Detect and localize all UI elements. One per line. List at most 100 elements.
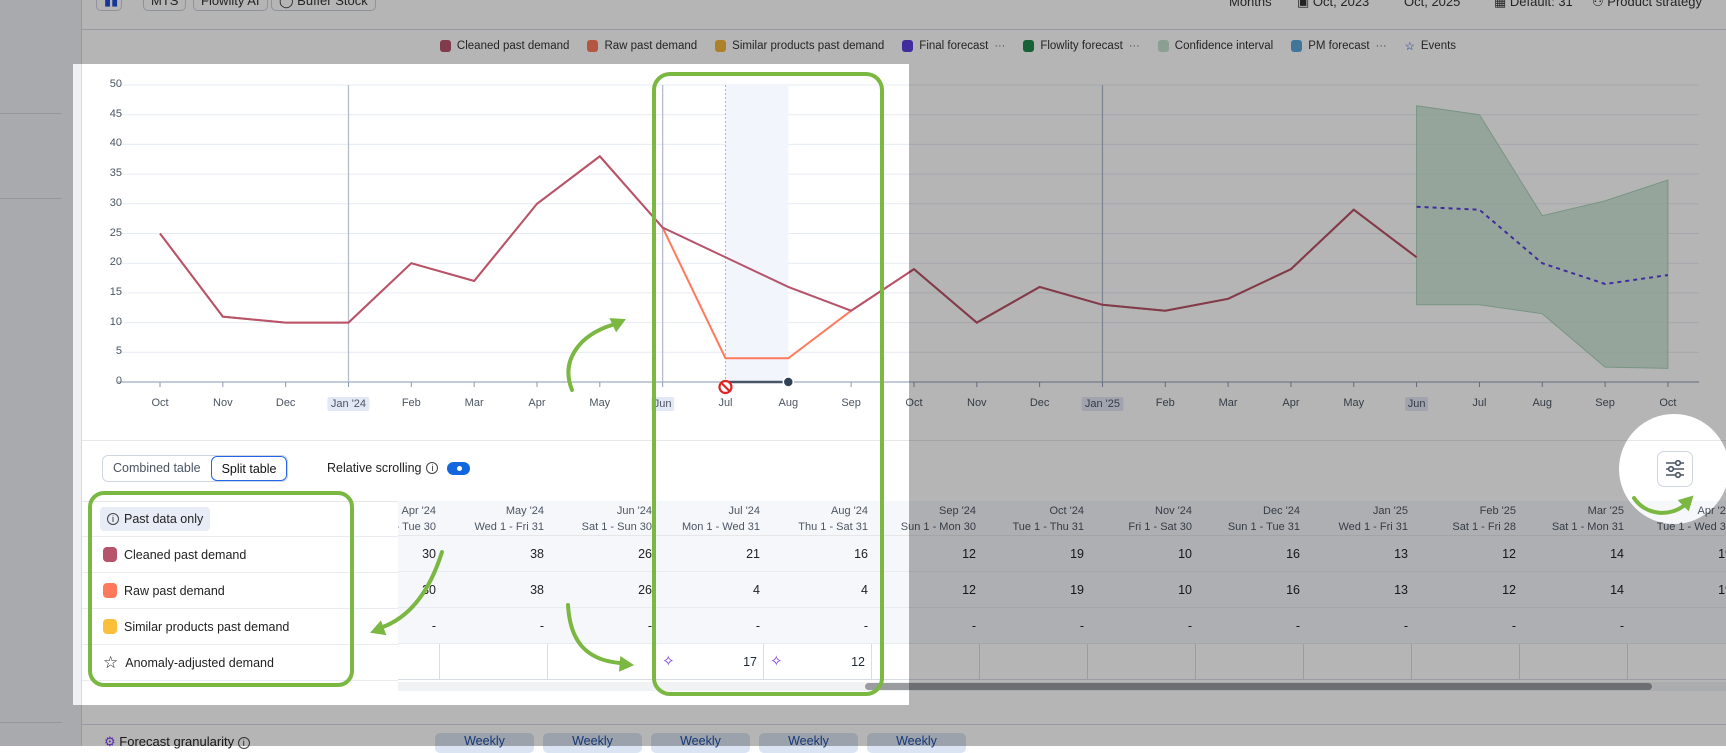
column-range: Sat 1 - Sun 30 bbox=[548, 519, 652, 535]
anomaly-cell[interactable]: ✧ 17 bbox=[656, 644, 764, 680]
weekly-button[interactable]: Weekly bbox=[867, 733, 966, 753]
cleaned-cell: 19 bbox=[1628, 536, 1726, 572]
anomaly-cell[interactable] bbox=[980, 644, 1088, 680]
similar-cell: - bbox=[1196, 608, 1304, 644]
cleaned-cell: 10 bbox=[1088, 536, 1196, 572]
table-column: Apr '25Tue 1 - Wed 301919- bbox=[1628, 501, 1726, 680]
similar-cell: - bbox=[440, 608, 548, 644]
x-tick-label: Nov bbox=[967, 397, 987, 409]
sparkle-icon: ✧ bbox=[662, 644, 675, 680]
anomaly-cell[interactable]: ✧12 bbox=[764, 644, 872, 680]
table-settings-button[interactable] bbox=[1657, 451, 1693, 487]
column-month: Jan '25 bbox=[1304, 503, 1408, 519]
no-entry-icon[interactable] bbox=[719, 381, 731, 393]
raw-cell: 4 bbox=[656, 572, 764, 608]
anomaly-cell[interactable] bbox=[872, 644, 980, 680]
weekly-button[interactable]: Weekly bbox=[759, 733, 858, 753]
anomaly-cell[interactable] bbox=[398, 644, 440, 680]
relative-scrolling-label: Relative scrolling bbox=[327, 461, 421, 475]
column-month: Oct '24 bbox=[980, 503, 1084, 519]
section-divider bbox=[82, 440, 1726, 441]
sparkle-icon: ✧ bbox=[770, 644, 783, 680]
similar-cell: - bbox=[1304, 608, 1412, 644]
anomaly-end-handle[interactable] bbox=[783, 377, 793, 387]
similar-cell: - bbox=[1520, 608, 1628, 644]
raw-cell: 19 bbox=[980, 572, 1088, 608]
cleaned-cell: 16 bbox=[1196, 536, 1304, 572]
row-color-swatch bbox=[103, 619, 117, 634]
table-row-label: Raw past demand bbox=[82, 573, 398, 609]
x-tick-label: Oct bbox=[905, 397, 922, 409]
anomaly-cell[interactable] bbox=[1412, 644, 1520, 680]
info-icon[interactable]: i bbox=[426, 462, 438, 474]
anomaly-cell[interactable] bbox=[1196, 644, 1304, 680]
raw-cell: 16 bbox=[1196, 572, 1304, 608]
raw-cell: 10 bbox=[1088, 572, 1196, 608]
similar-cell: - bbox=[656, 608, 764, 644]
cleaned-cell: 19 bbox=[980, 536, 1088, 572]
x-tick-label: Sep bbox=[841, 397, 861, 409]
y-tick-label: 15 bbox=[92, 286, 122, 298]
relative-scrolling-toggle[interactable] bbox=[447, 462, 470, 475]
star-icon: ☆ bbox=[103, 653, 118, 673]
similar-cell: - bbox=[398, 608, 440, 644]
table-mode-toggle: Combined table Split table bbox=[102, 455, 288, 482]
anomaly-cell[interactable] bbox=[1304, 644, 1412, 680]
x-tick-label: Jul bbox=[1472, 397, 1486, 409]
row-label-text: Similar products past demand bbox=[124, 620, 289, 634]
cleaned-cell: 21 bbox=[656, 536, 764, 572]
column-month: Apr '24 bbox=[398, 503, 436, 519]
raw-cell: 30 bbox=[398, 572, 440, 608]
similar-cell: - bbox=[980, 608, 1088, 644]
info-icon[interactable]: i bbox=[238, 737, 250, 749]
anomaly-cell[interactable] bbox=[1520, 644, 1628, 680]
column-header[interactable]: Apr '25Tue 1 - Wed 30 bbox=[1628, 501, 1726, 536]
scrollbar-thumb[interactable] bbox=[865, 683, 1652, 690]
y-tick-label: 40 bbox=[92, 137, 122, 149]
weekly-button[interactable]: Weekly bbox=[435, 733, 534, 753]
anomaly-cell[interactable] bbox=[548, 644, 656, 680]
y-tick-label: 0 bbox=[92, 375, 122, 387]
column-range: Sat 1 - Mon 31 bbox=[1520, 519, 1624, 535]
similar-cell: - bbox=[764, 608, 872, 644]
relative-scrolling: Relative scrolling i bbox=[327, 461, 470, 475]
anomaly-value: 17 bbox=[743, 655, 757, 669]
column-month: Nov '24 bbox=[1088, 503, 1192, 519]
forecast-granularity-text: Forecast granularity bbox=[119, 734, 234, 749]
y-tick-label: 30 bbox=[92, 197, 122, 209]
cleaned-cell: 38 bbox=[440, 536, 548, 572]
anomaly-cell[interactable] bbox=[1088, 644, 1196, 680]
past-data-only-label: Past data only bbox=[124, 512, 203, 526]
anomaly-cell[interactable] bbox=[440, 644, 548, 680]
column-range: Sun 1 - Mon 30 bbox=[872, 519, 976, 535]
cleaned-cell: 26 bbox=[548, 536, 656, 572]
x-tick-label: May bbox=[589, 397, 610, 409]
cleaned-cell: 14 bbox=[1520, 536, 1628, 572]
x-tick-label: Jun bbox=[651, 397, 675, 411]
split-table-tab[interactable]: Split table bbox=[211, 456, 288, 481]
combined-table-tab[interactable]: Combined table bbox=[103, 456, 211, 481]
column-range: Fri 1 - Sat 30 bbox=[1088, 519, 1192, 535]
table-scrollbar[interactable] bbox=[398, 682, 1726, 691]
weekly-button[interactable]: Weekly bbox=[651, 733, 750, 753]
anomaly-cell[interactable] bbox=[1628, 644, 1726, 680]
weekly-button[interactable]: Weekly bbox=[543, 733, 642, 753]
